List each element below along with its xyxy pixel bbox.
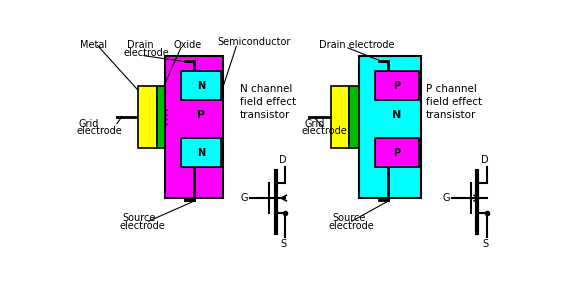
Text: Metal: Metal xyxy=(80,40,107,50)
Text: Grid: Grid xyxy=(78,119,99,129)
Text: S: S xyxy=(280,239,286,249)
Bar xyxy=(375,71,419,100)
Text: P: P xyxy=(393,148,400,158)
Text: P channel: P channel xyxy=(426,84,477,94)
Text: P: P xyxy=(393,81,400,91)
Text: Grid: Grid xyxy=(304,119,325,129)
Bar xyxy=(349,86,360,148)
Text: Source: Source xyxy=(332,214,366,224)
Text: Source: Source xyxy=(122,214,156,224)
Text: electrode: electrode xyxy=(119,221,165,231)
Text: electrode: electrode xyxy=(329,221,374,231)
Bar xyxy=(157,86,166,148)
Bar xyxy=(181,138,221,167)
Text: transistor: transistor xyxy=(240,110,291,120)
Text: P: P xyxy=(197,110,205,120)
Text: N: N xyxy=(197,81,205,91)
Text: G: G xyxy=(442,193,450,203)
Text: Drain: Drain xyxy=(127,40,154,50)
Text: electrode: electrode xyxy=(124,48,170,58)
Text: field effect: field effect xyxy=(240,97,296,107)
Text: D: D xyxy=(481,155,489,165)
Text: N: N xyxy=(197,148,205,158)
Text: Drain electrode: Drain electrode xyxy=(319,40,395,50)
Bar xyxy=(166,56,223,198)
Text: N channel: N channel xyxy=(240,84,292,94)
Text: G: G xyxy=(240,193,248,203)
Text: N: N xyxy=(392,110,401,120)
Text: S: S xyxy=(482,239,488,249)
Text: transistor: transistor xyxy=(426,110,476,120)
Bar xyxy=(360,56,421,198)
Text: field effect: field effect xyxy=(426,97,482,107)
Bar xyxy=(331,86,349,148)
Bar xyxy=(181,71,221,100)
Bar xyxy=(139,86,157,148)
Text: D: D xyxy=(280,155,287,165)
Text: Semiconductor: Semiconductor xyxy=(217,37,290,47)
Text: Oxide: Oxide xyxy=(173,40,201,50)
Text: electrode: electrode xyxy=(76,126,122,137)
Text: electrode: electrode xyxy=(302,126,347,137)
Bar xyxy=(375,138,419,167)
